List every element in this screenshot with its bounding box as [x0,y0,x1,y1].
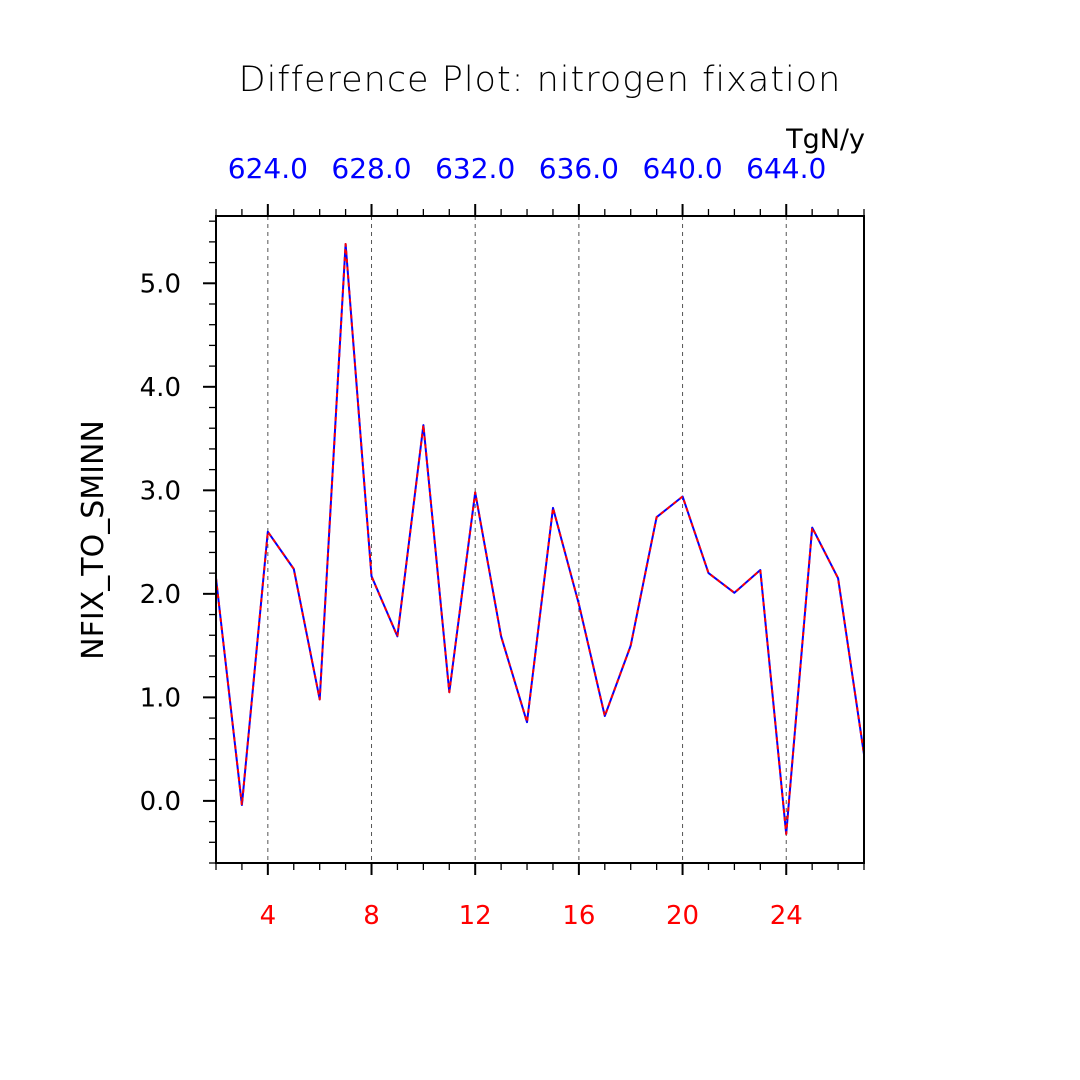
x-bottom-tick-label-4: 20 [666,901,699,931]
x-top-tick-label-3: 636.0 [539,152,619,185]
x-bottom-tick-label-0: 4 [260,901,277,931]
y-tick-label-5: 5.0 [140,269,181,299]
tick-labels: 0.0 1.0 2.0 3.0 4.0 5.0 4 8 12 16 20 24 624.0 628.0 63… [140,152,827,931]
series-line-blue-solid [215,243,865,835]
units-label: TgN/y [785,124,865,155]
y-tick-label-4: 4.0 [140,373,181,403]
x-bottom-tick-label-2: 12 [459,901,492,931]
axis-ticks [203,204,865,875]
grid-lines [267,216,787,863]
x-top-tick-label-1: 628.0 [331,152,411,185]
x-bottom-tick-label-1: 8 [363,901,380,931]
y-tick-label-1: 1.0 [140,683,181,713]
y-axis-label: NFIX_TO_SMINN [76,420,111,660]
y-tick-label-3: 3.0 [140,476,181,506]
chart-title: Difference Plot: nitrogen fixation [239,60,842,100]
x-bottom-tick-label-5: 24 [770,901,803,931]
x-top-tick-label-2: 632.0 [435,152,515,185]
series-group [215,243,865,835]
y-tick-label-2: 2.0 [140,580,181,610]
series-line-red-dashed [215,243,865,835]
y-tick-label-0: 0.0 [140,787,181,817]
x-top-tick-label-4: 640.0 [642,152,722,185]
x-top-tick-label-5: 644.0 [746,152,826,185]
x-top-tick-label-0: 624.0 [228,152,308,185]
x-bottom-tick-label-3: 16 [562,901,595,931]
plot-frame [215,215,865,864]
